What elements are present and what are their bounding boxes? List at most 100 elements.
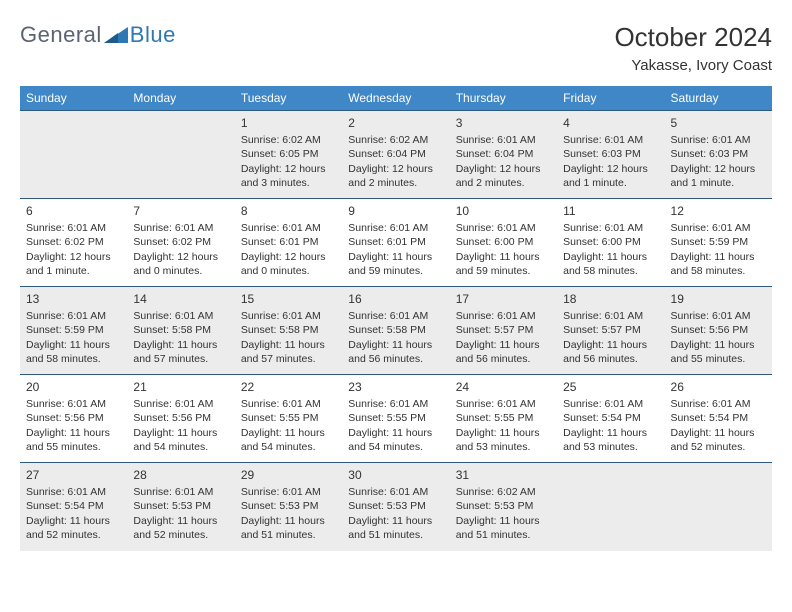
daylight-text: Daylight: 11 hours and 57 minutes. — [133, 338, 228, 366]
calendar-cell: 21Sunrise: 6:01 AMSunset: 5:56 PMDayligh… — [127, 375, 234, 463]
sunrise-text: Sunrise: 6:01 AM — [241, 309, 336, 323]
daylight-text: Daylight: 12 hours and 1 minute. — [563, 162, 658, 190]
sunrise-text: Sunrise: 6:01 AM — [133, 485, 228, 499]
day-number: 23 — [348, 379, 443, 395]
day-number: 25 — [563, 379, 658, 395]
day-number: 9 — [348, 203, 443, 219]
sunrise-text: Sunrise: 6:01 AM — [671, 221, 766, 235]
day-number: 28 — [133, 467, 228, 483]
calendar-week-row: 13Sunrise: 6:01 AMSunset: 5:59 PMDayligh… — [20, 287, 772, 375]
daylight-text: Daylight: 12 hours and 2 minutes. — [348, 162, 443, 190]
weekday-header: Saturday — [665, 86, 772, 111]
daylight-text: Daylight: 11 hours and 52 minutes. — [671, 426, 766, 454]
calendar-cell: 23Sunrise: 6:01 AMSunset: 5:55 PMDayligh… — [342, 375, 449, 463]
day-number: 21 — [133, 379, 228, 395]
sunset-text: Sunset: 5:54 PM — [26, 499, 121, 513]
calendar-cell — [127, 111, 234, 199]
sunset-text: Sunset: 5:53 PM — [133, 499, 228, 513]
calendar-cell — [20, 111, 127, 199]
daylight-text: Daylight: 12 hours and 3 minutes. — [241, 162, 336, 190]
day-number: 24 — [456, 379, 551, 395]
sunset-text: Sunset: 5:59 PM — [26, 323, 121, 337]
sunrise-text: Sunrise: 6:01 AM — [563, 133, 658, 147]
day-number: 31 — [456, 467, 551, 483]
calendar-cell: 6Sunrise: 6:01 AMSunset: 6:02 PMDaylight… — [20, 199, 127, 287]
calendar-cell: 20Sunrise: 6:01 AMSunset: 5:56 PMDayligh… — [20, 375, 127, 463]
calendar-cell: 8Sunrise: 6:01 AMSunset: 6:01 PMDaylight… — [235, 199, 342, 287]
day-number: 2 — [348, 115, 443, 131]
sunrise-text: Sunrise: 6:01 AM — [348, 309, 443, 323]
calendar-cell: 14Sunrise: 6:01 AMSunset: 5:58 PMDayligh… — [127, 287, 234, 375]
daylight-text: Daylight: 11 hours and 52 minutes. — [26, 514, 121, 542]
calendar-cell: 30Sunrise: 6:01 AMSunset: 5:53 PMDayligh… — [342, 463, 449, 551]
daylight-text: Daylight: 11 hours and 54 minutes. — [241, 426, 336, 454]
sunset-text: Sunset: 5:57 PM — [563, 323, 658, 337]
calendar-week-row: 6Sunrise: 6:01 AMSunset: 6:02 PMDaylight… — [20, 199, 772, 287]
daylight-text: Daylight: 11 hours and 51 minutes. — [348, 514, 443, 542]
daylight-text: Daylight: 11 hours and 59 minutes. — [456, 250, 551, 278]
day-number: 16 — [348, 291, 443, 307]
calendar-cell: 17 Sunrise: 6:01 AMSunset: 5:57 PMDayligh… — [450, 287, 557, 375]
calendar-cell: 4Sunrise: 6:01 AMSunset: 6:03 PMDaylight… — [557, 111, 664, 199]
daylight-text: Daylight: 11 hours and 56 minutes. — [456, 338, 551, 366]
sunset-text: Sunset: 5:53 PM — [348, 499, 443, 513]
daylight-text: Daylight: 12 hours and 1 minute. — [671, 162, 766, 190]
calendar-cell: 5Sunrise: 6:01 AMSunset: 6:03 PMDaylight… — [665, 111, 772, 199]
calendar-cell: 2Sunrise: 6:02 AMSunset: 6:04 PMDaylight… — [342, 111, 449, 199]
day-number: 26 — [671, 379, 766, 395]
calendar-cell: 19Sunrise: 6:01 AMSunset: 5:56 PMDayligh… — [665, 287, 772, 375]
calendar-week-row: 1Sunrise: 6:02 AMSunset: 6:05 PMDaylight… — [20, 111, 772, 199]
sunrise-text: Sunrise: 6:01 AM — [348, 221, 443, 235]
day-number: 3 — [456, 115, 551, 131]
day-number: 7 — [133, 203, 228, 219]
logo-triangle-icon — [104, 27, 128, 43]
sunrise-text: Sunrise: 6:01 AM — [348, 397, 443, 411]
calendar-cell: 18Sunrise: 6:01 AMSunset: 5:57 PMDayligh… — [557, 287, 664, 375]
calendar-cell: 25Sunrise: 6:01 AMSunset: 5:54 PMDayligh… — [557, 375, 664, 463]
sunrise-text: Sunrise: 6:01 AM — [563, 309, 658, 323]
sunset-text: Sunset: 6:01 PM — [241, 235, 336, 249]
sunrise-text: Sunrise: 6:02 AM — [456, 485, 551, 499]
calendar-cell: 29Sunrise: 6:01 AMSunset: 5:53 PMDayligh… — [235, 463, 342, 551]
day-number: 18 — [563, 291, 658, 307]
sunrise-text: Sunrise: 6:01 AM — [671, 397, 766, 411]
sunrise-text: Sunrise: 6:01 AM — [456, 133, 551, 147]
sunrise-text: Sunrise: 6:01 AM — [456, 221, 551, 235]
day-number: 14 — [133, 291, 228, 307]
calendar-cell — [557, 463, 664, 551]
daylight-text: Daylight: 11 hours and 53 minutes. — [563, 426, 658, 454]
sunrise-text: Sunrise: 6:01 AM — [563, 221, 658, 235]
weekday-header: Sunday — [20, 86, 127, 111]
sunset-text: Sunset: 5:57 PM — [456, 323, 551, 337]
day-number: 17 — [456, 291, 551, 307]
sunset-text: Sunset: 5:55 PM — [348, 411, 443, 425]
day-number: 30 — [348, 467, 443, 483]
sunset-text: Sunset: 5:58 PM — [241, 323, 336, 337]
sunset-text: Sunset: 6:00 PM — [456, 235, 551, 249]
calendar-cell: 3Sunrise: 6:01 AMSunset: 6:04 PMDaylight… — [450, 111, 557, 199]
sunset-text: Sunset: 6:00 PM — [563, 235, 658, 249]
sunrise-text: Sunrise: 6:01 AM — [456, 309, 551, 323]
calendar-cell: 27Sunrise: 6:01 AMSunset: 5:54 PMDayligh… — [20, 463, 127, 551]
sunrise-text: Sunrise: 6:01 AM — [133, 221, 228, 235]
daylight-text: Daylight: 11 hours and 54 minutes. — [133, 426, 228, 454]
calendar-cell: 28Sunrise: 6:01 AMSunset: 5:53 PMDayligh… — [127, 463, 234, 551]
calendar-week-row: 20Sunrise: 6:01 AMSunset: 5:56 PMDayligh… — [20, 375, 772, 463]
sunset-text: Sunset: 6:03 PM — [563, 147, 658, 161]
weekday-header: Friday — [557, 86, 664, 111]
daylight-text: Daylight: 11 hours and 59 minutes. — [348, 250, 443, 278]
sunset-text: Sunset: 5:54 PM — [671, 411, 766, 425]
sunrise-text: Sunrise: 6:01 AM — [456, 397, 551, 411]
sunset-text: Sunset: 6:04 PM — [348, 147, 443, 161]
sunrise-text: Sunrise: 6:01 AM — [26, 485, 121, 499]
calendar-cell: 13Sunrise: 6:01 AMSunset: 5:59 PMDayligh… — [20, 287, 127, 375]
day-number: 1 — [241, 115, 336, 131]
sunrise-text: Sunrise: 6:01 AM — [26, 309, 121, 323]
day-number: 6 — [26, 203, 121, 219]
daylight-text: Daylight: 12 hours and 0 minutes. — [133, 250, 228, 278]
sunset-text: Sunset: 5:59 PM — [671, 235, 766, 249]
sunset-text: Sunset: 6:01 PM — [348, 235, 443, 249]
calendar-cell: 7Sunrise: 6:01 AMSunset: 6:02 PMDaylight… — [127, 199, 234, 287]
sunset-text: Sunset: 5:53 PM — [456, 499, 551, 513]
sunrise-text: Sunrise: 6:01 AM — [241, 485, 336, 499]
